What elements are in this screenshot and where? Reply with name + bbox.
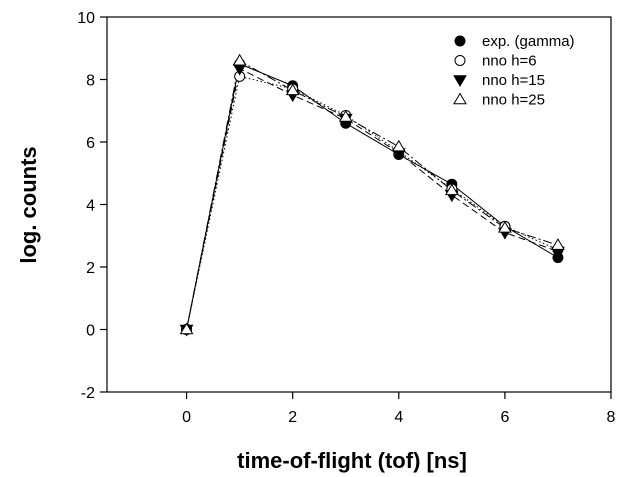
y-axis-ticks: -2 0 2 4 6 8 10: [77, 10, 107, 402]
data-point-series-4: [391, 139, 406, 152]
data-point-series-4: [179, 322, 194, 335]
series-line-1: [186, 63, 559, 330]
data-point-series-4: [551, 238, 565, 250]
legend: exp. (gamma) nno h=6 nno h=15 nno h=25: [453, 33, 575, 109]
y-tick-label: 10: [77, 10, 95, 27]
data-point-series-4: [444, 183, 459, 196]
x-tick-label: 0: [182, 409, 191, 426]
y-tick-label: 2: [86, 260, 95, 277]
y-tick-label: 8: [86, 73, 95, 90]
y-tick-label: 6: [86, 135, 95, 152]
y-tick-label: 0: [86, 323, 95, 340]
data-point-series-4: [338, 110, 353, 122]
data-point-series-4: [285, 83, 300, 96]
x-tick-label: 8: [607, 409, 616, 426]
y-tick-label: 4: [86, 198, 95, 215]
legend-label-1: exp. (gamma): [482, 33, 575, 50]
series-line-3: [186, 67, 559, 330]
x-axis-title: time-of-flight (tof) [ns]: [237, 448, 467, 473]
legend-marker-2: [454, 55, 466, 66]
series-layer: [179, 53, 565, 337]
series-line-4: [186, 59, 559, 330]
legend-marker-4: [453, 92, 467, 105]
legend-label-2: nno h=6: [482, 53, 537, 70]
x-tick-label: 6: [500, 409, 509, 426]
series-line-2: [186, 75, 559, 330]
x-axis-ticks: 0 2 4 6 8: [182, 392, 616, 426]
legend-marker-3: [453, 75, 467, 87]
y-axis-title: log. counts: [16, 146, 41, 263]
x-tick-label: 4: [394, 409, 403, 426]
data-point-series-4: [232, 53, 247, 66]
legend-label-4: nno h=25: [482, 92, 545, 109]
x-tick-label: 2: [288, 409, 297, 426]
y-tick-label: -2: [81, 385, 95, 402]
legend-marker-1: [454, 35, 466, 47]
legend-label-3: nno h=15: [482, 72, 545, 89]
data-point-series-4: [498, 220, 512, 233]
